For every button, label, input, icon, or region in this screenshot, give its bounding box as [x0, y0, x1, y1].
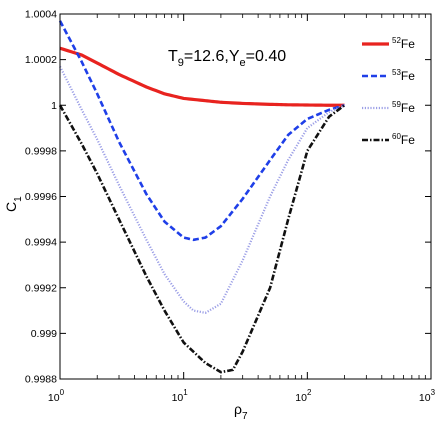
x-tick-label: 100 [48, 388, 65, 404]
legend: 52Fe 53Fe 59Fe 60Fe [362, 36, 415, 147]
svg-text:C1: C1 [3, 196, 24, 212]
y-tick-label: 0.9996 [25, 191, 57, 203]
annotation: T9=12.6,Ye=0.40 [168, 48, 286, 69]
y-tick-label: 0.9998 [25, 145, 57, 157]
y-tick-label: 1 [51, 100, 57, 112]
legend-label-52fe: 52Fe [392, 36, 415, 51]
y-tick-label: 1.0002 [25, 54, 57, 66]
tick-layer: 0.9988 0.999 0.9992 0.9994 0.9996 0.9998 1 1.00… [25, 9, 436, 405]
series-line-59fe [59, 65, 346, 314]
legend-label-53fe: 53Fe [392, 68, 415, 83]
x-tick-label: 102 [295, 388, 312, 404]
y-tick-label: 0.9988 [25, 374, 57, 386]
x-axis-title: ρ7 [234, 401, 248, 422]
y-tick-label: 0.999 [31, 328, 57, 340]
x-tick-label: 101 [172, 388, 189, 404]
y-tick-label: 0.9994 [25, 237, 57, 249]
series-line-52fe [59, 46, 345, 107]
series-line-53fe [58, 20, 345, 242]
y-tick-label: 1.0004 [25, 9, 57, 21]
legend-label-59fe: 59Fe [392, 100, 415, 115]
series-layer [58, 20, 346, 374]
legend-label-60fe: 60Fe [392, 132, 415, 147]
y-tick-label: 0.9992 [25, 282, 57, 294]
x-tick-label: 103 [419, 388, 436, 404]
y-axis-title: C1 [3, 196, 24, 212]
